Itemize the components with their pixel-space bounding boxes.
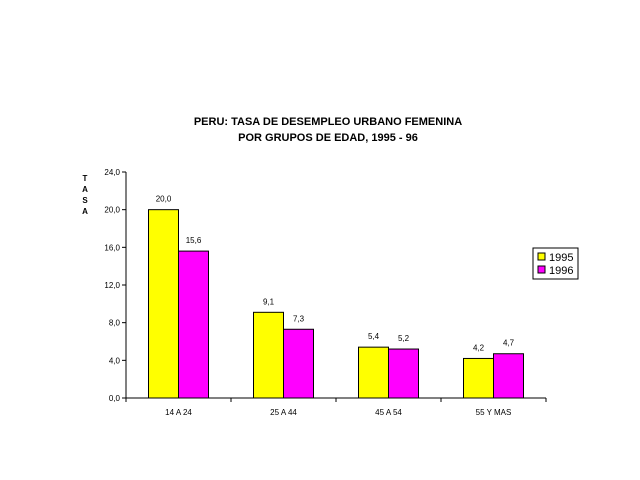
y-tick-label: 20,0 [104,206,120,215]
bar-1995 [253,311,284,399]
y-tick-label: 0,0 [109,394,121,403]
y-tick-label: 8,0 [109,319,121,328]
legend-swatch-1995 [537,252,546,261]
data-label: 4,7 [503,339,515,348]
y-tick-label: 12,0 [104,281,120,290]
legend-label-1996: 1996 [549,265,573,277]
x-tick-label: 45 A 54 [375,408,402,417]
bar-1996 [178,250,209,399]
x-tick-label: 55 Y MAS [476,408,512,417]
y-tick-label: 16,0 [104,243,120,252]
y-tick-label: 4,0 [109,356,121,365]
chart-title-line-1: PERU: TASA DE DESEMPLEO URBANO FEMENINA [194,116,462,128]
data-label: 4,2 [473,343,485,352]
data-label: 5,2 [398,334,410,343]
x-tick-label: 14 A 24 [165,408,192,417]
bar-1995 [148,209,179,399]
data-label: 5,4 [368,332,380,341]
x-tick-label: 25 A 44 [270,408,297,417]
bar-1996 [388,348,419,399]
bars: 20,0 15,6 9,1 7,3 5,4 5,2 4,2 4,7 [148,195,524,399]
bar-1996 [493,353,524,399]
axes: 0,0 4,0 8,0 12,0 16,0 20,0 24,0 14 A 24 25 A 44 4… [104,168,547,417]
legend-swatch-1996 [537,265,546,274]
data-label: 20,0 [156,195,172,204]
y-axis-label-char: A [82,185,88,194]
data-label: 15,6 [186,236,202,245]
y-tick-label: 24,0 [104,168,120,177]
y-axis-label-char: A [82,207,88,216]
y-axis-label-char: S [82,196,88,205]
y-axis-label: TASA [82,174,88,216]
data-label: 9,1 [263,297,275,306]
bar-1995 [463,357,494,399]
data-label: 7,3 [293,314,305,323]
legend-label-1995: 1995 [549,252,573,264]
bar-1995 [358,346,389,399]
chart-title-line-2: POR GRUPOS DE EDAD, 1995 - 96 [238,132,418,144]
bar-1996 [283,328,314,399]
y-axis-label-char: T [83,174,88,183]
